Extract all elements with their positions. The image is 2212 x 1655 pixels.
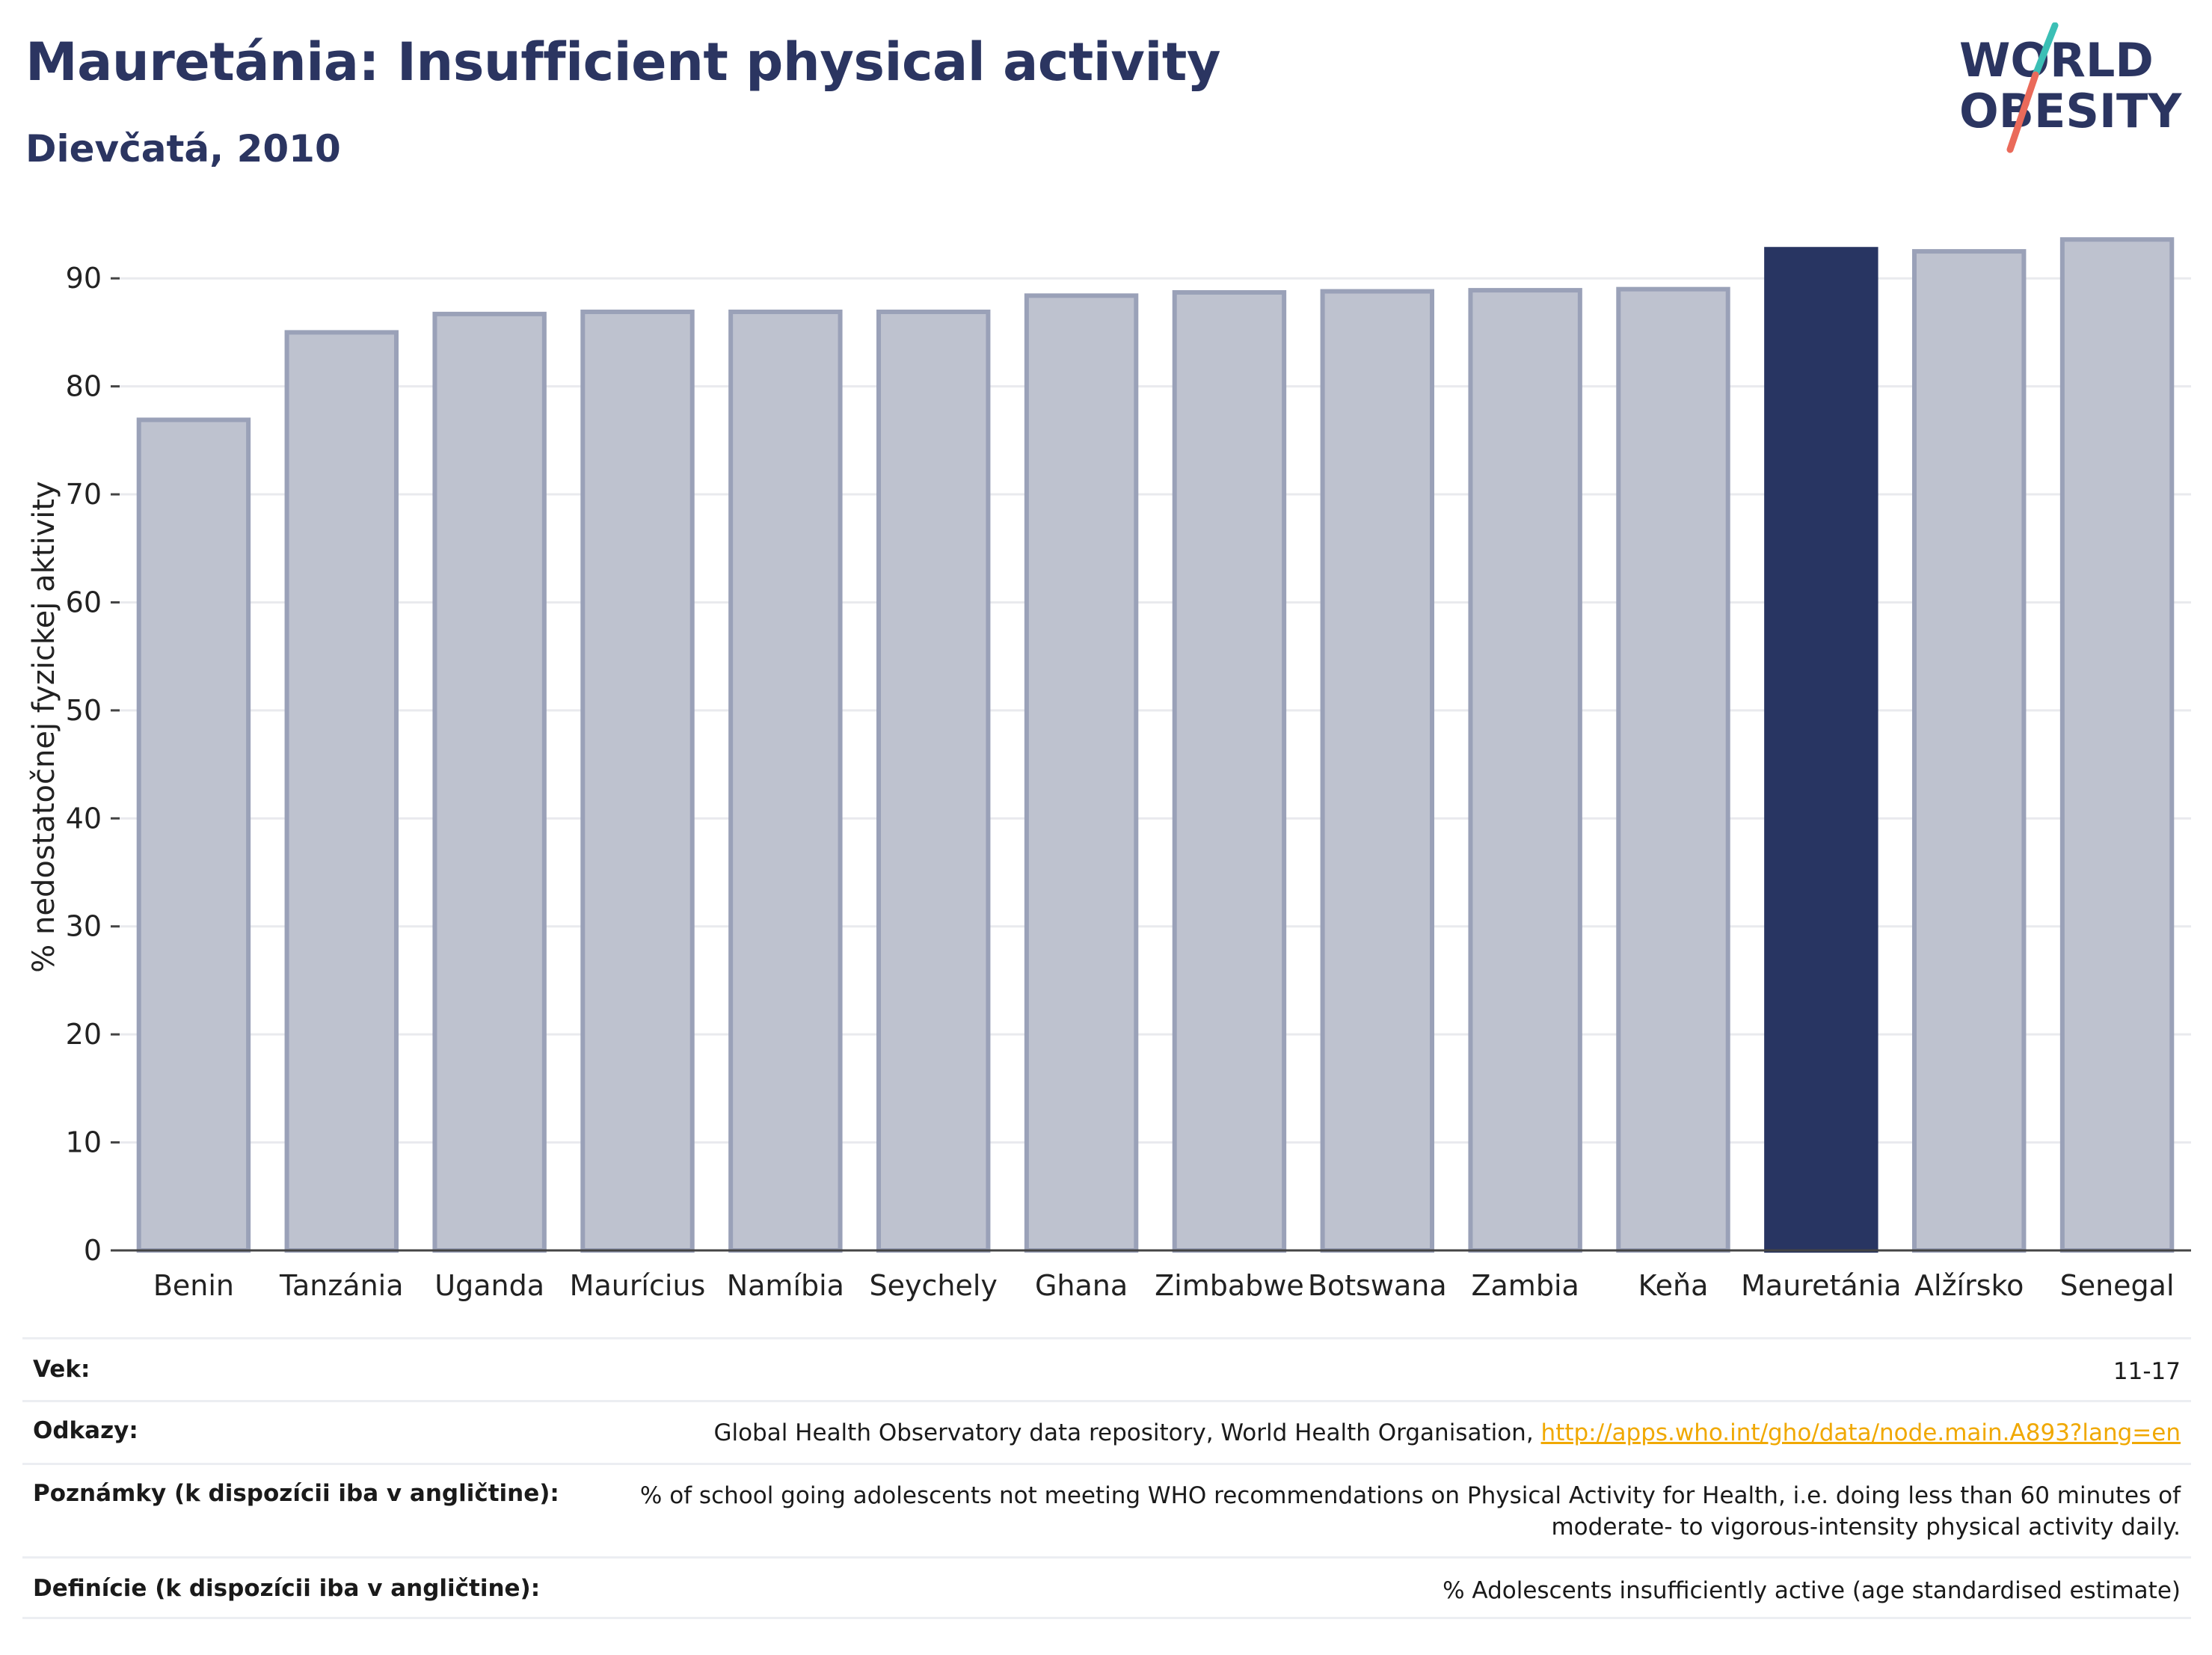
y-tick-label: 0 — [84, 1234, 102, 1267]
y-tick-label: 20 — [66, 1018, 102, 1051]
notes-value: % of school going adolescents not meetin… — [639, 1482, 2181, 1541]
footer-row-references: Odkazy: Global Health Observatory data r… — [22, 1400, 2191, 1463]
x-tick-label: Tanzánia — [279, 1269, 403, 1302]
y-tick-label: 90 — [66, 262, 102, 295]
y-tick-label: 10 — [66, 1126, 102, 1159]
y-axis-title: % nedostatočnej fyzickej aktivity — [27, 481, 61, 972]
age-label: Vek: — [33, 1356, 90, 1383]
references-label: Odkazy: — [33, 1417, 138, 1444]
footer-row-definitions: Definície (k dispozícii iba v angličtine… — [22, 1556, 2191, 1619]
world-obesity-logo: WORLD OBESITY — [1959, 22, 2182, 153]
bar — [1468, 288, 1582, 1253]
y-tick-label: 50 — [66, 694, 102, 727]
bar — [284, 330, 399, 1253]
x-axis-ticks: Benin Tanzánia Uganda Maurícius Namíbia Seych… — [153, 1269, 2175, 1302]
x-tick-label: Botswana — [1308, 1269, 1447, 1302]
references-text: Global Health Observatory data repositor… — [713, 1419, 1541, 1446]
x-tick-label: Alžírsko — [1914, 1269, 2024, 1302]
bar — [1616, 286, 1730, 1253]
bar — [432, 311, 547, 1253]
logo-obesity-text: OBESITY — [1959, 84, 2182, 138]
footer-row-age: Vek: 11-17 — [22, 1337, 2191, 1400]
x-tick-label: Maurícius — [570, 1269, 706, 1302]
chart-title: Mauretánia: Insufficient physical activi… — [25, 31, 1221, 93]
bar — [1320, 289, 1434, 1253]
y-tick-label: 30 — [66, 910, 102, 943]
bar-highlighted — [1764, 247, 1878, 1253]
bar — [876, 309, 991, 1253]
references-value: Global Health Observatory data repositor… — [713, 1417, 2181, 1463]
definitions-label: Definície (k dispozícii iba v angličtine… — [33, 1575, 541, 1602]
footer-info-table: Vek: 11-17 Odkazy: Global Health Observa… — [22, 1337, 2191, 1619]
x-tick-label: Zambia — [1471, 1269, 1579, 1302]
bar — [1172, 289, 1287, 1253]
bars — [136, 237, 2175, 1253]
bar — [1912, 249, 2027, 1253]
definitions-value: % Adolescents insufficiently active (age… — [1443, 1577, 2181, 1604]
references-link[interactable]: http://apps.who.int/gho/data/node.main.A… — [1540, 1419, 2181, 1446]
x-tick-label: Senegal — [2060, 1269, 2175, 1302]
x-tick-label: Benin — [153, 1269, 234, 1302]
logo-slash-bottom — [2006, 71, 2039, 153]
bar-chart: 0 10 20 30 40 50 60 70 80 90 Benin Tanzánia Uganda M… — [27, 237, 2191, 1302]
y-tick-label: 60 — [66, 586, 102, 618]
x-tick-label: Zimbabwe — [1155, 1269, 1304, 1302]
x-tick-label: Keňa — [1638, 1269, 1709, 1302]
y-tick-label: 70 — [66, 478, 102, 511]
age-value: 11-17 — [2113, 1358, 2181, 1385]
bar — [136, 417, 251, 1253]
logo-slash-top — [2032, 22, 2059, 79]
y-tick-label: 40 — [66, 802, 102, 835]
x-tick-label: Ghana — [1035, 1269, 1128, 1302]
chart-subtitle: Dievčatá, 2010 — [25, 127, 341, 171]
grid-lines — [120, 277, 2191, 1144]
bar — [1024, 293, 1139, 1253]
footer-row-notes: Poznámky (k dispozícii iba v angličtine)… — [22, 1463, 2191, 1556]
bar — [2059, 237, 2175, 1253]
x-tick-label: Mauretánia — [1741, 1269, 1901, 1302]
notes-label: Poznámky (k dispozícii iba v angličtine)… — [33, 1480, 559, 1507]
x-tick-label: Uganda — [434, 1269, 544, 1302]
y-tick-label: 80 — [66, 370, 102, 403]
bar — [728, 309, 843, 1253]
bar — [580, 309, 695, 1253]
logo-world-text: WORLD — [1959, 33, 2154, 87]
y-axis-ticks: 0 10 20 30 40 50 60 70 80 90 — [66, 262, 120, 1267]
x-tick-label: Seychely — [870, 1269, 998, 1302]
x-tick-label: Namíbia — [727, 1269, 844, 1302]
